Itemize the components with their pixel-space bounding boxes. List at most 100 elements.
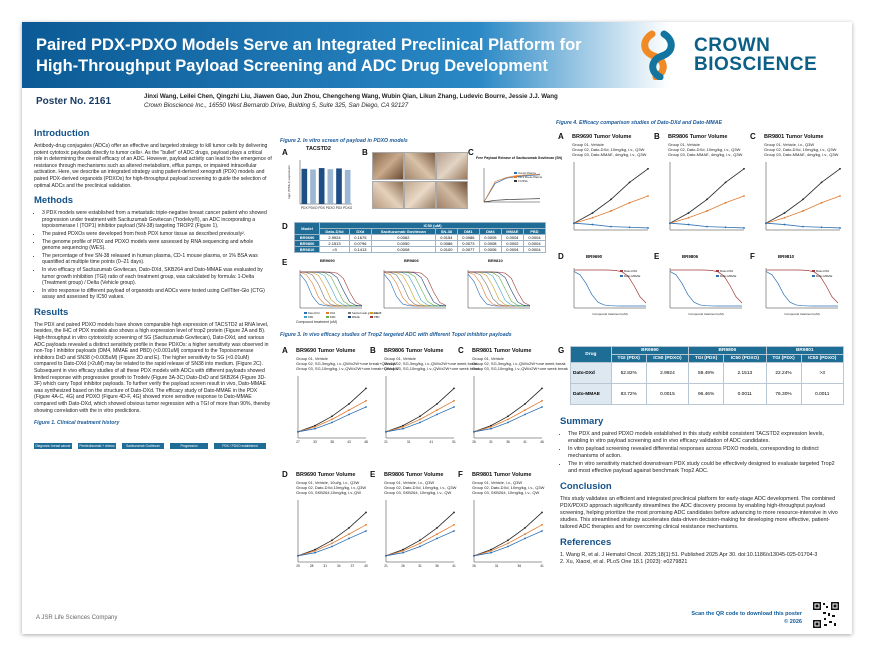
data-point bbox=[802, 210, 804, 212]
table-header: Drug bbox=[570, 346, 612, 363]
tick-label: 31 bbox=[418, 564, 422, 568]
data-point bbox=[331, 418, 333, 421]
legend-label: Group 03, SG,10mg/kg, i.v.,QW/x2W+one we… bbox=[472, 366, 568, 371]
tick-label: PDX bbox=[336, 206, 343, 210]
tick-label: 27 bbox=[296, 440, 300, 444]
intro-heading: Introduction bbox=[34, 128, 90, 139]
data-point bbox=[524, 409, 526, 411]
legend-label: Group 03, SKB264, 10mg/kg, i.v., QW bbox=[384, 490, 452, 495]
tick-label: PDXO bbox=[326, 206, 336, 210]
panel-label: F bbox=[750, 252, 755, 261]
table-group-header: BR9690 bbox=[610, 346, 690, 355]
data-point bbox=[743, 195, 745, 197]
table-cell: BR9810 bbox=[293, 246, 321, 253]
data-point bbox=[839, 167, 841, 170]
author-list: Jinxi Wang, Leilei Chen, Qingzhi Liu, Ji… bbox=[144, 93, 558, 100]
data-point bbox=[348, 527, 350, 529]
data-point bbox=[706, 225, 708, 228]
legend-label: PBD bbox=[374, 315, 379, 318]
data-point bbox=[591, 212, 594, 214]
legend-swatch bbox=[370, 312, 373, 314]
data-point bbox=[507, 545, 509, 548]
methods-item: 3 PDX models were established from a met… bbox=[42, 210, 272, 230]
legend-label: Group 03, SG,10mg/kg, i.v.,QW/x2W+one we… bbox=[384, 366, 480, 371]
data-point bbox=[453, 399, 455, 402]
dose-response-curve bbox=[765, 271, 839, 307]
data-point bbox=[419, 542, 421, 545]
table-cell: 0.0004 bbox=[522, 246, 547, 253]
panel-label: A bbox=[282, 346, 288, 355]
methods-item: In vitro response to different payload o… bbox=[42, 288, 272, 301]
data-point bbox=[706, 198, 708, 201]
legend-label: Group 02, SG,3mg/kg, i.v.,QW/x2W+one bre… bbox=[296, 361, 397, 366]
chart-title: BR9801 Tumor Volume bbox=[472, 348, 532, 354]
tick-label: 36 bbox=[506, 440, 510, 444]
chart-legend: Group 01, Vehicle, i.v., Q3W Group 02, Da… bbox=[764, 142, 838, 157]
legend-label: Group 01, Vehicle, i.v., Q3W bbox=[764, 142, 815, 147]
data-point bbox=[490, 427, 492, 430]
legend-swatch bbox=[716, 275, 719, 277]
chart-title: BR9690 bbox=[586, 254, 603, 259]
tick-label: 33 bbox=[313, 440, 317, 444]
legend-swatch bbox=[620, 275, 623, 277]
legend-label: CD-1 Mouse Plasma bbox=[518, 175, 542, 179]
copyright: © 2026 bbox=[784, 619, 802, 625]
table-cell: 83.72% bbox=[610, 383, 647, 405]
chart-legend: Group 01, Vehicle Group 02, SG,3mg/kg, i.… bbox=[472, 356, 568, 371]
tick-label: 43 bbox=[347, 440, 351, 444]
legend-swatch bbox=[514, 180, 517, 182]
fig4-title: Figure 4. Efficacy comparison studies of… bbox=[556, 120, 722, 126]
tick-label: 26 bbox=[472, 440, 476, 444]
data-point bbox=[436, 413, 438, 416]
legend-label: Group 01, Vehicle, i.v., Q3W bbox=[384, 480, 435, 485]
tick-label: 51 bbox=[452, 440, 456, 444]
data-point bbox=[365, 523, 367, 526]
fig2e-title-1: BR9690 bbox=[320, 258, 335, 263]
data-point bbox=[524, 413, 526, 416]
data-point bbox=[331, 421, 333, 424]
left-column: Introduction Antibody-drug conjugates (A… bbox=[34, 120, 272, 469]
data-point bbox=[436, 533, 438, 535]
legend-swatch bbox=[304, 312, 307, 314]
bar bbox=[318, 168, 325, 204]
fig4g-table: Drug BR9690 BR9806 BR9801 TGI (PDX) IC50… bbox=[570, 346, 845, 405]
tumor-volume-chart bbox=[573, 162, 649, 231]
data-point bbox=[490, 425, 492, 428]
logo-text-line-1: CROWN bbox=[694, 35, 771, 56]
tick-label: 37 bbox=[351, 564, 355, 568]
table-header: IC50 (PDXO) bbox=[645, 354, 690, 363]
table-cell: 0.0006 bbox=[478, 246, 502, 253]
data-point bbox=[348, 533, 350, 535]
table-header: Sacituzumab Govitecan bbox=[370, 228, 436, 235]
panel-label: E bbox=[654, 252, 660, 261]
tumor-volume-chart: 21 31 41 51 bbox=[384, 376, 456, 444]
legend-label: Group 01, Vehicle, i.v., Q3W bbox=[472, 480, 523, 485]
chart-title: BR9806 Tumor Volume bbox=[668, 134, 728, 140]
legend-label: Group 01, Vehicle bbox=[668, 142, 700, 147]
reference-item: 2. Xu, Xiaoxi, et al. PLoS One 18.1 (202… bbox=[560, 559, 688, 565]
methods-item: The percentage of free SN-38 released in… bbox=[42, 253, 272, 266]
panel-label: B bbox=[370, 346, 376, 355]
legend-label: 1% BSA bbox=[518, 179, 528, 183]
data-point bbox=[839, 195, 841, 197]
company-tagline: A JSR Life Sciences Company bbox=[36, 615, 118, 621]
fig2e-title-3: BR9810 bbox=[488, 258, 503, 263]
table-header: TGI (PDX) bbox=[688, 354, 725, 363]
data-point bbox=[628, 226, 631, 229]
data-point bbox=[365, 530, 367, 532]
qr-code-icon[interactable] bbox=[812, 601, 840, 629]
fig3-title: Figure 3. In vivo efficacy studies of Tr… bbox=[280, 332, 512, 338]
ihc-image bbox=[372, 152, 404, 180]
panel-label: B bbox=[654, 132, 660, 141]
poster-number: Poster No. 2161 bbox=[36, 96, 112, 107]
data-point bbox=[541, 511, 543, 514]
data-point bbox=[365, 406, 367, 408]
legend-label: Group 02, Dato-DXd,10mg/kg, i.v.,Q3W bbox=[296, 485, 367, 490]
table-cell: 0.0004 bbox=[500, 246, 524, 253]
series-line bbox=[669, 168, 745, 224]
data-point bbox=[490, 549, 492, 552]
data-point bbox=[591, 223, 594, 226]
legend-label: Group 03, Dato-MMAE, 4mg/kg, i.v., Q3W bbox=[572, 152, 647, 157]
